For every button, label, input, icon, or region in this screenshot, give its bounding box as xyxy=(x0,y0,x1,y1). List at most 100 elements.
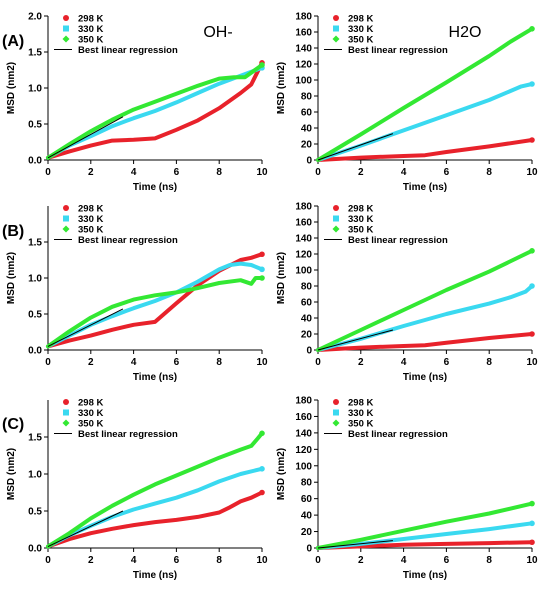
series-end-point xyxy=(259,275,265,281)
series-end-point xyxy=(259,489,265,496)
legend-label: 330 K xyxy=(78,24,103,35)
y-tick-label: 160 xyxy=(295,218,312,229)
x-tick-label: 4 xyxy=(131,357,137,368)
series-350k xyxy=(46,276,264,349)
row-label-a: (A) xyxy=(2,33,24,50)
x-tick-label: 6 xyxy=(444,555,450,566)
x-tick-label: 10 xyxy=(256,167,268,178)
x-tick-label: 8 xyxy=(486,167,492,178)
series-end-point xyxy=(259,251,265,258)
y-tick-label: 180 xyxy=(295,12,312,23)
series-end-point xyxy=(529,137,535,143)
y-tick-label: 120 xyxy=(295,445,312,456)
y-tick-label: 140 xyxy=(295,44,312,55)
x-axis-label: Time (ns) xyxy=(133,372,177,383)
legend-label: Best linear regression xyxy=(78,45,178,56)
legend-marker-330k xyxy=(333,215,339,222)
x-tick-label: 4 xyxy=(401,357,407,368)
x-tick-label: 0 xyxy=(315,555,321,566)
x-axis-label: Time (ns) xyxy=(403,570,447,581)
regression-line xyxy=(47,510,124,547)
regression-line xyxy=(317,329,394,351)
series-end-point xyxy=(529,331,535,337)
legend-label: Best linear regression xyxy=(78,429,178,440)
y-tick-label: 160 xyxy=(295,412,312,423)
x-tick-label: 4 xyxy=(401,167,407,178)
x-tick-label: 10 xyxy=(526,555,538,566)
row-label-c: (C) xyxy=(2,416,24,433)
legend-label: 330 K xyxy=(78,408,103,419)
legend-label: 350 K xyxy=(78,225,103,236)
x-tick-label: 2 xyxy=(88,357,94,368)
series-298k xyxy=(316,332,534,352)
x-tick-label: 8 xyxy=(486,555,492,566)
series-end-point xyxy=(259,430,265,437)
series-298k xyxy=(46,252,264,349)
regression-line xyxy=(317,133,394,161)
y-tick-label: 140 xyxy=(295,428,312,439)
x-tick-label: 6 xyxy=(444,357,450,368)
y-tick-label: 180 xyxy=(295,202,312,213)
x-tick-label: 10 xyxy=(256,555,268,566)
legend-marker-298k xyxy=(63,399,69,405)
legend-marker-298k xyxy=(333,399,339,405)
x-tick-label: 4 xyxy=(401,555,407,566)
series-350k xyxy=(316,248,534,352)
x-tick-label: 0 xyxy=(315,357,321,368)
y-axis-label: MSD (nm2) xyxy=(6,448,17,500)
series-298k xyxy=(46,60,264,160)
y-tick-label: 20 xyxy=(301,330,313,341)
series-350k xyxy=(316,501,534,550)
legend-marker-350k xyxy=(332,35,340,43)
y-axis-label: MSD (nm2) xyxy=(276,448,287,500)
panel-title: OH- xyxy=(203,24,232,41)
y-tick-label: 1.5 xyxy=(28,238,42,249)
y-tick-label: 0.5 xyxy=(28,120,42,131)
series-298k xyxy=(316,540,534,550)
y-tick-label: 0.0 xyxy=(28,544,42,555)
y-tick-label: 100 xyxy=(295,461,312,472)
y-tick-label: 0 xyxy=(306,156,312,167)
y-tick-label: 160 xyxy=(295,28,312,39)
row-label-b: (B) xyxy=(2,223,24,240)
series-end-point xyxy=(529,26,535,32)
legend-marker-350k xyxy=(62,419,70,427)
series-end-point xyxy=(529,520,535,527)
x-tick-label: 6 xyxy=(174,357,180,368)
y-tick-label: 80 xyxy=(301,478,313,489)
x-tick-label: 4 xyxy=(131,167,137,178)
legend-label: 330 K xyxy=(348,24,373,35)
series-end-point xyxy=(259,466,265,472)
legend-label: 350 K xyxy=(348,225,373,236)
legend-marker-298k xyxy=(63,15,69,21)
y-axis-label: MSD (nm2) xyxy=(276,252,287,304)
panel-title: H2O xyxy=(449,24,482,41)
x-tick-label: 0 xyxy=(315,167,321,178)
y-tick-label: 140 xyxy=(295,234,312,245)
legend-label: Best linear regression xyxy=(78,235,178,246)
x-axis-label: Time (ns) xyxy=(133,182,177,193)
legend-marker-330k xyxy=(63,409,69,416)
series-end-point xyxy=(529,500,535,507)
y-tick-label: 60 xyxy=(301,494,313,505)
legend-marker-330k xyxy=(333,409,339,416)
legend-marker-350k xyxy=(332,419,340,427)
regression-line xyxy=(317,540,393,549)
panels: 0 2 4 6 8 10 0.0 0.5 1.0 1.5 2.0 Time (ns) MSD (nm2)… xyxy=(6,12,538,582)
regression-line xyxy=(47,116,124,159)
x-axis-label: Time (ns) xyxy=(403,372,447,383)
y-tick-label: 60 xyxy=(301,108,313,119)
y-axis-label: MSD (nm2) xyxy=(276,62,287,114)
legend-label: 330 K xyxy=(78,214,103,225)
legend-label: 350 K xyxy=(78,419,103,430)
y-tick-label: 40 xyxy=(301,124,313,135)
series-298k xyxy=(316,138,534,162)
